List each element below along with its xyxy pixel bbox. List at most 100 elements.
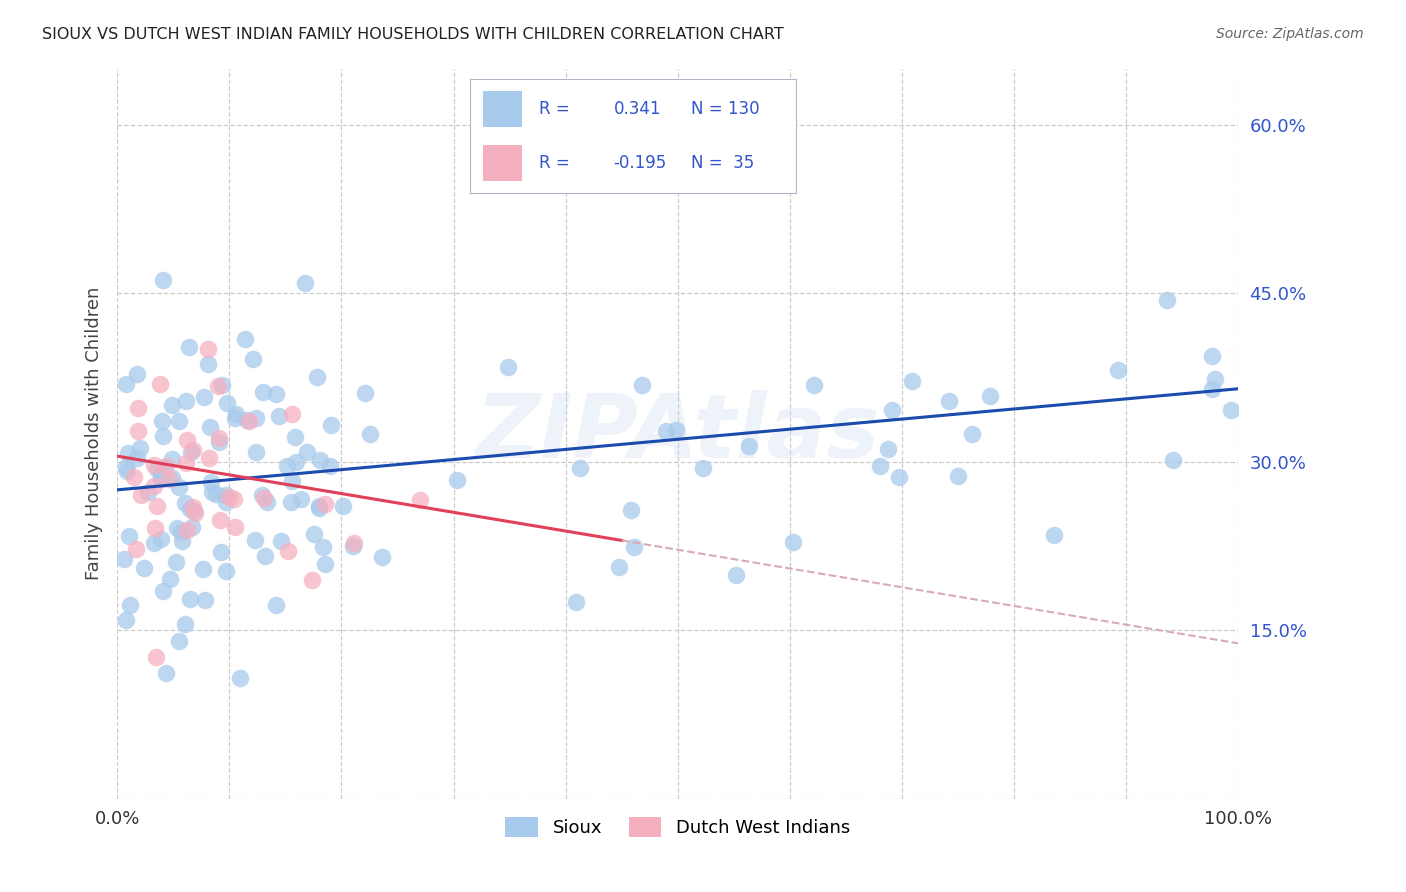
Point xyxy=(205,487,228,501)
Point xyxy=(224,410,246,425)
Point xyxy=(253,491,276,506)
Point xyxy=(208,431,231,445)
Point xyxy=(153,459,176,474)
Point xyxy=(359,427,381,442)
Point xyxy=(180,520,202,534)
Point xyxy=(136,485,159,500)
Point xyxy=(280,495,302,509)
Point xyxy=(1042,528,1064,542)
Point xyxy=(803,377,825,392)
Point xyxy=(294,276,316,290)
Point xyxy=(215,396,238,410)
Point xyxy=(308,500,330,515)
Point xyxy=(150,532,173,546)
Point xyxy=(224,520,246,534)
Point xyxy=(115,460,138,475)
Point xyxy=(290,491,312,506)
Point xyxy=(948,469,970,483)
Point xyxy=(146,499,169,513)
Point xyxy=(782,535,804,549)
Point xyxy=(157,472,180,486)
Point xyxy=(1156,293,1178,307)
Point xyxy=(665,423,688,437)
Point xyxy=(179,592,201,607)
Point xyxy=(150,472,173,486)
Point xyxy=(112,552,135,566)
Point xyxy=(214,495,236,509)
Point xyxy=(692,460,714,475)
Point xyxy=(623,540,645,554)
Point xyxy=(725,568,748,582)
Point xyxy=(162,452,184,467)
Point xyxy=(170,533,193,548)
Point xyxy=(176,524,198,538)
Point xyxy=(1204,372,1226,386)
Point xyxy=(1201,382,1223,396)
Point xyxy=(276,458,298,473)
Point xyxy=(225,407,247,421)
Point xyxy=(938,394,960,409)
Point xyxy=(620,503,643,517)
Point xyxy=(179,502,201,516)
Point xyxy=(496,360,519,375)
Point xyxy=(243,533,266,548)
Point xyxy=(166,521,188,535)
Point xyxy=(118,529,141,543)
Point xyxy=(142,479,165,493)
Point xyxy=(242,352,264,367)
Point xyxy=(179,340,201,354)
Point xyxy=(250,487,273,501)
Point xyxy=(1220,403,1243,417)
Text: SIOUX VS DUTCH WEST INDIAN FAMILY HOUSEHOLDS WITH CHILDREN CORRELATION CHART: SIOUX VS DUTCH WEST INDIAN FAMILY HOUSEH… xyxy=(42,27,785,42)
Point xyxy=(149,376,172,391)
Point xyxy=(979,389,1001,403)
Point xyxy=(283,430,305,444)
Point xyxy=(211,377,233,392)
Point xyxy=(167,414,190,428)
Point xyxy=(252,385,274,400)
Point xyxy=(235,413,257,427)
Point xyxy=(222,492,245,507)
Point xyxy=(409,493,432,508)
Point xyxy=(228,672,250,686)
Point xyxy=(152,428,174,442)
Point xyxy=(180,445,202,459)
Point xyxy=(183,507,205,521)
Point xyxy=(150,414,173,428)
Point xyxy=(314,497,336,511)
Text: Source: ZipAtlas.com: Source: ZipAtlas.com xyxy=(1216,27,1364,41)
Point xyxy=(198,420,221,434)
Point xyxy=(565,595,588,609)
Point xyxy=(174,616,197,631)
Point xyxy=(869,458,891,473)
Point xyxy=(607,560,630,574)
Point xyxy=(285,455,308,469)
Point xyxy=(569,460,592,475)
Point xyxy=(209,544,232,558)
Point xyxy=(321,417,343,432)
Point xyxy=(267,409,290,423)
Point xyxy=(129,441,152,455)
Point xyxy=(305,369,328,384)
Point xyxy=(145,650,167,665)
Point xyxy=(176,456,198,470)
Point xyxy=(174,496,197,510)
Point xyxy=(115,376,138,391)
Point xyxy=(281,475,304,489)
Point xyxy=(146,462,169,476)
Point xyxy=(256,495,278,509)
Point xyxy=(152,272,174,286)
Point xyxy=(253,549,276,563)
Point xyxy=(308,499,330,513)
Point xyxy=(264,598,287,612)
Text: ZIPAtlas: ZIPAtlas xyxy=(475,390,880,477)
Point xyxy=(169,634,191,648)
Y-axis label: Family Households with Children: Family Households with Children xyxy=(86,287,103,581)
Point xyxy=(960,427,983,442)
Point xyxy=(127,424,149,438)
Point xyxy=(218,490,240,504)
Point xyxy=(312,540,335,554)
Point xyxy=(143,521,166,535)
Point xyxy=(129,488,152,502)
Point xyxy=(238,414,260,428)
